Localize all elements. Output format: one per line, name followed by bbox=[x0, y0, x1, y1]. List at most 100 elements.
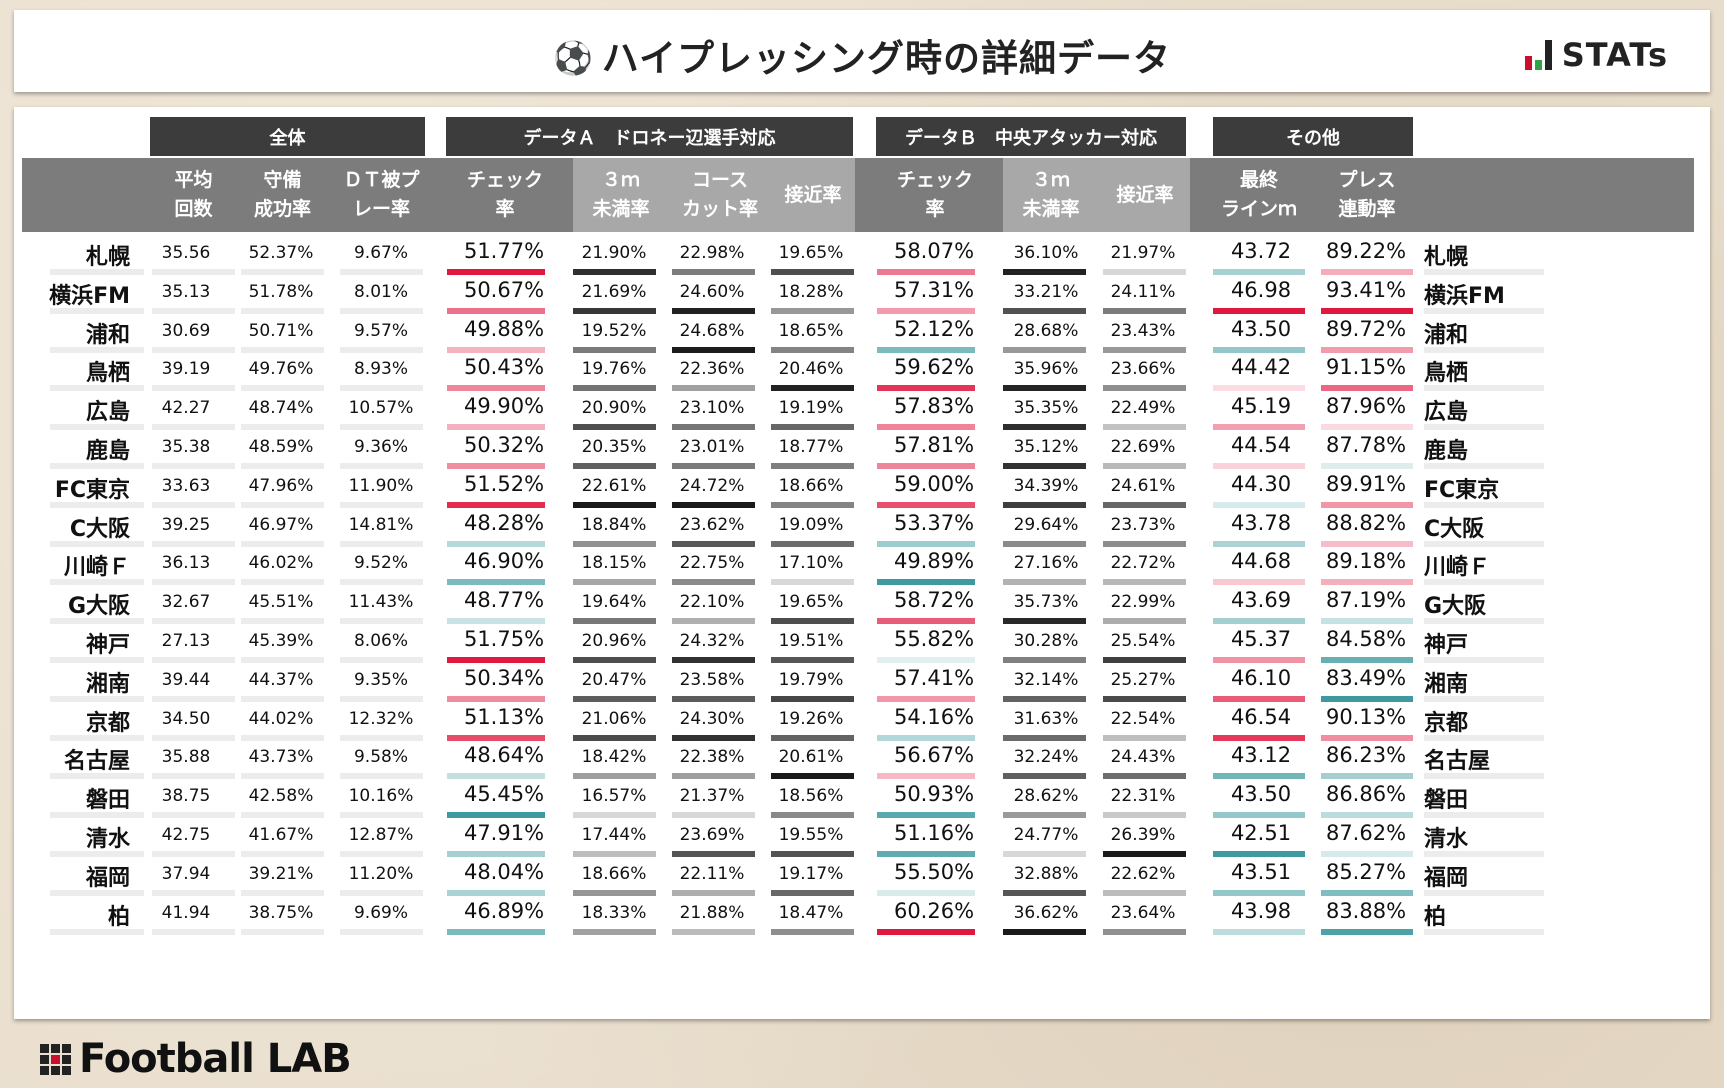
cell-value: 19.17% bbox=[778, 863, 844, 884]
row-separator bbox=[50, 307, 144, 314]
cell-bar bbox=[152, 657, 235, 663]
cell-bar bbox=[672, 346, 755, 353]
cell-value: 43.73% bbox=[248, 747, 314, 768]
cell-value: 83.88% bbox=[1325, 898, 1407, 923]
row-separator bbox=[1424, 579, 1544, 586]
cell-bar bbox=[447, 889, 545, 896]
footer-logo: Football LAB bbox=[40, 1036, 352, 1082]
cell-bar bbox=[340, 928, 423, 935]
cell-bar bbox=[1213, 812, 1305, 819]
column-header: 最終 ラインｍ bbox=[1213, 158, 1305, 232]
cell-value: 87.96% bbox=[1325, 394, 1407, 419]
cell-value: 35.38 bbox=[161, 437, 211, 457]
team-name: G大阪 bbox=[67, 594, 130, 620]
cell-bar bbox=[1103, 889, 1186, 896]
cell-bar bbox=[152, 734, 235, 741]
team-name-right: 湘南 bbox=[1424, 671, 1469, 697]
cell-value: 50.67% bbox=[463, 277, 545, 302]
cell-value: 49.88% bbox=[463, 316, 545, 341]
cell-value: 89.18% bbox=[1325, 549, 1407, 574]
cell-bar bbox=[877, 657, 975, 663]
cell-bar bbox=[340, 463, 423, 469]
page-title: ⚽ ハイプレッシング時の詳細データ bbox=[14, 28, 1710, 82]
cell-bar bbox=[1103, 773, 1186, 780]
cell-value: 43.78 bbox=[1230, 510, 1292, 535]
cell-bar bbox=[152, 773, 235, 780]
row-separator bbox=[1424, 695, 1544, 702]
cell-bar bbox=[1213, 695, 1305, 702]
cell-value: 9.58% bbox=[353, 747, 408, 768]
cell-bar bbox=[573, 618, 656, 625]
title-bar: ⚽ ハイプレッシング時の詳細データ STATs bbox=[14, 10, 1710, 92]
cell-value: 19.79% bbox=[778, 669, 844, 690]
cell-value: 38.75% bbox=[248, 902, 314, 923]
cell-value: 9.36% bbox=[353, 437, 408, 457]
cell-value: 35.73% bbox=[1013, 592, 1079, 613]
team-name: 名古屋 bbox=[63, 749, 130, 775]
cell-value: 22.69% bbox=[1110, 437, 1176, 457]
column-header-line: チェック bbox=[896, 169, 973, 191]
cell-value: 51.52% bbox=[463, 471, 545, 496]
cell-bar bbox=[447, 385, 545, 392]
cell-value: 88.82% bbox=[1325, 510, 1407, 535]
cell-value: 55.82% bbox=[893, 627, 975, 651]
cell-value: 17.10% bbox=[778, 553, 844, 574]
team-name-right: 浦和 bbox=[1424, 322, 1469, 348]
team-name: 湘南 bbox=[85, 671, 130, 697]
cell-bar bbox=[1103, 695, 1186, 702]
cell-bar bbox=[241, 734, 324, 741]
cell-value: 18.84% bbox=[581, 514, 647, 535]
cell-bar bbox=[1003, 424, 1086, 431]
column-header: ＤＴ被プ レー率 bbox=[340, 158, 423, 232]
cell-value: 19.19% bbox=[778, 398, 844, 419]
cell-bar bbox=[672, 424, 755, 431]
cell-value: 45.19 bbox=[1230, 394, 1292, 419]
cell-bar bbox=[877, 385, 975, 392]
cell-bar bbox=[1003, 773, 1086, 780]
column-header-line: ３ｍ bbox=[601, 169, 640, 191]
cell-value: 45.51% bbox=[248, 592, 314, 613]
cell-value: 46.54 bbox=[1230, 704, 1292, 729]
column-header: 接近率 bbox=[1103, 158, 1187, 232]
cell-value: 19.76% bbox=[581, 359, 647, 380]
cell-value: 51.16% bbox=[893, 821, 975, 845]
cell-bar bbox=[1103, 269, 1186, 275]
cell-value: 22.75% bbox=[679, 553, 745, 574]
cell-bar bbox=[241, 851, 324, 857]
cell-value: 89.91% bbox=[1325, 471, 1407, 496]
cell-value: 54.16% bbox=[893, 704, 975, 729]
cell-bar bbox=[1103, 657, 1186, 663]
column-header-row bbox=[22, 158, 1694, 232]
cell-bar bbox=[1003, 307, 1086, 314]
column-header-line: 連動率 bbox=[1338, 198, 1396, 220]
cell-bar bbox=[1003, 463, 1086, 469]
cell-value: 45.39% bbox=[248, 631, 314, 651]
row-separator bbox=[50, 618, 144, 625]
cell-bar bbox=[1003, 812, 1086, 819]
cell-value: 22.99% bbox=[1110, 592, 1176, 613]
cell-value: 28.62% bbox=[1013, 786, 1079, 807]
cell-bar bbox=[672, 269, 755, 275]
cell-value: 21.90% bbox=[581, 243, 647, 263]
cell-bar bbox=[771, 657, 854, 663]
cell-value: 45.37 bbox=[1230, 627, 1292, 651]
team-name: 福岡 bbox=[85, 865, 130, 891]
team-name-right: 川崎Ｆ bbox=[1424, 555, 1491, 581]
cell-bar bbox=[340, 307, 423, 314]
column-header-line: ＤＴ被プ bbox=[343, 169, 420, 191]
cell-value: 11.90% bbox=[348, 475, 414, 496]
cell-value: 43.98 bbox=[1230, 898, 1292, 923]
cell-bar bbox=[241, 618, 324, 625]
cell-value: 19.64% bbox=[581, 592, 647, 613]
cell-value: 55.50% bbox=[893, 859, 975, 884]
row-separator bbox=[50, 540, 144, 547]
cell-bar bbox=[447, 851, 545, 857]
cell-value: 20.61% bbox=[778, 747, 844, 768]
cell-value: 11.20% bbox=[348, 863, 414, 884]
column-header-line: 率 bbox=[495, 198, 515, 220]
column-header-line: 平均 bbox=[174, 169, 213, 191]
row-separator bbox=[1424, 657, 1544, 663]
cell-value: 12.87% bbox=[348, 825, 414, 845]
cell-bar bbox=[672, 695, 755, 702]
cell-value: 36.62% bbox=[1013, 902, 1079, 923]
